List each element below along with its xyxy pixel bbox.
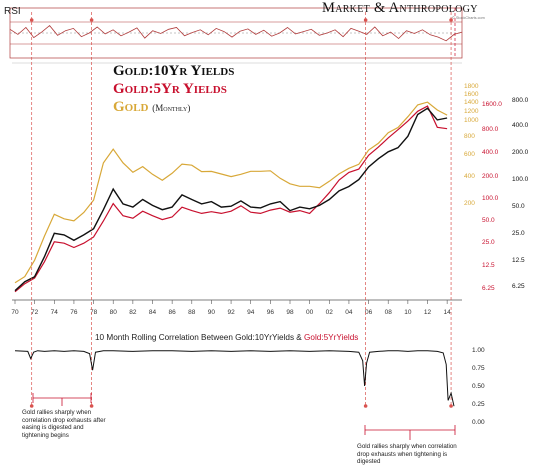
x-tick-label: 80 (110, 309, 118, 316)
gold-series-line (14, 101, 448, 284)
red-axis-tick: 800.0 (482, 126, 499, 133)
red-axis-ticks: 1600.0 800.0 400.0 200.0 100.0 50.0 25.0 12.5 6.… (482, 101, 502, 292)
x-tick-label: 90 (208, 309, 216, 316)
red-axis-tick: 400.0 (482, 149, 499, 156)
red-axis-tick: 25.0 (482, 239, 495, 246)
guide-marker (363, 404, 368, 408)
guide-marker (89, 404, 94, 408)
vertical-guides (29, 8, 456, 408)
x-tick-label: 76 (70, 309, 78, 316)
x-tick-label: 10 (404, 309, 412, 316)
legend-gold-5yr: Gold:5Yr Yields (113, 81, 227, 97)
black-axis-tick: 12.5 (512, 257, 525, 264)
x-tick-label: 84 (149, 309, 157, 316)
x-tick-label: 94 (247, 309, 255, 316)
guide-marker (449, 404, 453, 408)
ratio-panel: 70 72 74 76 78 80 82 84 86 88 90 92 94 96 98 00 02 04 06 08… (11, 62, 529, 316)
x-tick-label: 88 (188, 309, 196, 316)
red-axis-tick: 6.25 (482, 285, 495, 292)
x-tick-label: 70 (11, 309, 19, 316)
guide-marker (449, 18, 453, 22)
x-tick-label: 96 (267, 309, 275, 316)
correlation-title-main: 10 Month Rolling Correlation Between Gol… (95, 333, 305, 342)
correlation-y-ticks: 1.00 0.75 0.50 0.25 0.00 (472, 347, 485, 426)
rsi-panel (9, 7, 463, 59)
red-axis-tick: 12.5 (482, 262, 495, 269)
red-axis-tick: 100.0 (482, 195, 499, 202)
gold-axis-tick: 1200 (464, 108, 479, 115)
x-tick-label: 72 (31, 309, 39, 316)
gold-axis-tick: 1600 (464, 91, 479, 98)
red-axis-tick: 50.0 (482, 217, 495, 224)
gold-axis-tick: 800 (464, 133, 475, 140)
correlation-series-line (14, 350, 455, 407)
correlation-y-tick: 0.00 (472, 419, 485, 426)
legend-gold-sub: (Monthly) (152, 103, 191, 113)
x-axis-ticks: 70 72 74 76 78 80 82 84 86 88 90 92 94 96 98 00 02 04 06 08… (11, 300, 451, 316)
red-axis-tick: 1600.0 (482, 101, 502, 108)
x-tick-label: 08 (385, 309, 393, 316)
correlation-y-tick: 0.75 (472, 365, 485, 372)
correlation-title-red: Gold:5YrYields (304, 333, 359, 342)
annotation-bracket-early (32, 393, 92, 406)
x-tick-label: 78 (90, 309, 98, 316)
gold-axis-tick: 1400 (464, 99, 479, 106)
guide-marker (89, 18, 94, 22)
annotation-late: Gold rallies sharply when correlation dr… (357, 443, 457, 466)
red-axis-tick: 200.0 (482, 173, 499, 180)
black-axis-tick: 6.25 (512, 283, 525, 290)
annotation-early: Gold rallies sharply when correlation dr… (22, 409, 106, 439)
guide-marker (363, 18, 368, 22)
x-tick-label: 06 (365, 309, 373, 316)
gold-10yr-series-line (14, 107, 448, 292)
annotation-bracket-late (364, 425, 456, 440)
guide-marker (29, 404, 34, 408)
legend-gold-10yr: Gold:10Yr Yields (113, 63, 235, 79)
rsi-label: RSI (4, 6, 21, 17)
gold-axis-tick: 200 (464, 200, 475, 207)
x-tick-label: 82 (129, 309, 137, 316)
black-axis-tick: 200.0 (512, 149, 529, 156)
correlation-y-tick: 0.25 (472, 401, 485, 408)
gold-5yr-series-line (14, 105, 448, 293)
legend-gold-label: Gold (113, 99, 149, 115)
correlation-y-tick: 1.00 (472, 347, 485, 354)
black-axis-tick: 50.0 (512, 203, 525, 210)
x-tick-label: 02 (326, 309, 334, 316)
x-tick-label: 00 (306, 309, 314, 316)
x-tick-label: 04 (345, 309, 353, 316)
x-tick-label: 98 (286, 309, 294, 316)
gold-axis-tick: 400 (464, 173, 475, 180)
gold-axis-tick: 1000 (464, 117, 479, 124)
black-axis-ticks: 800.0 400.0 200.0 100.0 50.0 25.0 12.5 6.25 (512, 97, 529, 290)
x-tick-label: 74 (51, 309, 59, 316)
rsi-series-line (9, 25, 463, 42)
black-axis-tick: 400.0 (512, 122, 529, 129)
guide-marker (29, 18, 34, 22)
black-axis-tick: 25.0 (512, 230, 525, 237)
x-tick-label: 12 (424, 309, 432, 316)
correlation-title: 10 Month Rolling Correlation Between Gol… (95, 333, 358, 342)
correlation-y-tick: 0.50 (472, 383, 485, 390)
gold-axis-tick: 1800 (464, 83, 479, 90)
brand-title: Market & Anthropology (322, 0, 478, 16)
x-tick-label: 86 (169, 309, 177, 316)
gold-axis-tick: 600 (464, 151, 475, 158)
black-axis-tick: 100.0 (512, 176, 529, 183)
x-tick-label: 92 (227, 309, 235, 316)
source-credit: © StockCharts.com (452, 16, 485, 20)
black-axis-tick: 800.0 (512, 97, 529, 104)
legend-gold: Gold (Monthly) (113, 99, 190, 116)
x-tick-label: 14 (444, 309, 452, 316)
correlation-panel: 1.00 0.75 0.50 0.25 0.00 (14, 347, 485, 426)
